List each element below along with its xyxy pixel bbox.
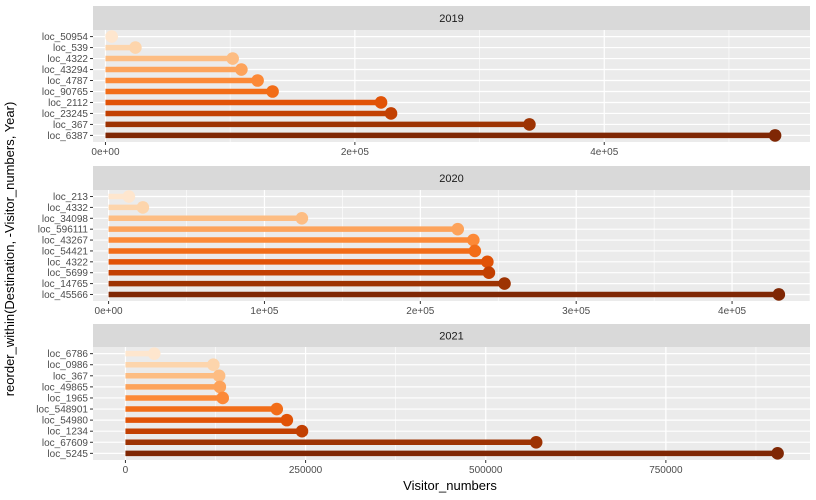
lollipop-point [468,244,482,258]
y-tick-label: loc_0986 [47,360,88,371]
facet-strip [93,6,810,30]
facet-title: 2020 [439,173,463,185]
lollipop-point [768,129,782,142]
x-tick-label: 4e+05 [718,306,747,317]
y-tick-label: loc_49865 [42,382,89,393]
y-tick-label: loc_1234 [47,427,88,438]
y-tick-label: loc_596111 [38,225,89,236]
facet-strip [93,324,810,347]
lollipop-point [235,63,248,76]
lollipop-point [295,211,309,225]
y-tick-label: loc_213 [53,192,88,203]
y-tick-label: loc_4322 [47,54,88,65]
x-tick-label: 2e+05 [341,147,370,158]
lollipop-point [270,402,284,416]
lollipop-point [207,358,220,372]
y-tick-label: loc_2112 [48,98,88,109]
lollipop-point [384,107,398,120]
lollipop-point [467,233,480,247]
lollipop-point [482,266,496,280]
lollipop-point [212,369,226,383]
y-tick-label: loc_50954 [42,32,89,43]
lollipop-point [529,435,543,449]
y-tick-label: loc_4322 [47,257,88,268]
lollipop-point [523,118,536,131]
y-axis-title: reorder_within(Destination, -Visitor_num… [2,102,17,397]
lollipop-point [251,74,264,87]
y-tick-label: loc_4787 [47,76,88,87]
y-tick-label: loc_6387 [47,131,88,142]
x-tick-label: 0e+00 [91,147,120,158]
x-tick-label: 0e+00 [95,306,124,317]
lollipop-point [129,41,142,54]
y-tick-label: loc_548901 [36,405,88,416]
lollipop-point [295,424,309,438]
lollipop-point [226,52,239,65]
lollipop-point [147,347,161,360]
lollipop-point [136,201,150,214]
y-tick-label: loc_1965 [47,393,88,404]
x-axis-title: Visitor_numbers [403,478,497,493]
y-tick-label: loc_4332 [47,203,88,214]
x-tick-label: 4e+05 [590,147,619,158]
lollipop-point [280,413,294,427]
x-tick-label: 1e+05 [250,306,279,317]
facet-strip [93,166,810,190]
lollipop-point [216,391,230,405]
y-tick-label: loc_539 [53,43,88,54]
y-tick-label: loc_90765 [42,87,89,98]
lollipop-point [771,447,784,460]
y-tick-label: loc_367 [53,120,88,131]
facet-title: 2019 [439,13,463,25]
x-tick-label: 250000 [289,465,323,476]
x-tick-label: 500000 [469,465,503,476]
y-tick-label: loc_6786 [47,349,88,360]
y-tick-label: loc_367 [53,371,88,382]
lollipop-point [213,380,227,394]
lollipop-point [105,30,119,43]
y-tick-label: loc_43267 [42,236,89,247]
lollipop-point [122,190,136,203]
x-tick-label: 3e+05 [562,306,591,317]
lollipop-point [266,85,279,98]
y-tick-label: loc_67609 [42,438,89,449]
y-tick-label: loc_45566 [42,290,89,301]
lollipop-point [498,277,511,290]
y-tick-label: loc_5699 [47,268,88,279]
facet-title: 2021 [439,331,463,343]
y-tick-label: loc_23245 [42,109,89,120]
y-tick-label: loc_34098 [42,214,89,225]
y-tick-label: loc_54421 [42,246,89,257]
x-tick-label: 0 [123,465,129,476]
y-tick-label: loc_54980 [42,416,89,427]
lollipop-point [451,222,465,236]
x-tick-label: 2e+05 [406,306,435,317]
x-tick-label: 750000 [649,465,683,476]
y-tick-label: loc_43294 [42,65,89,76]
lollipop-point [481,255,494,269]
lollipop-point [772,288,786,301]
y-tick-label: loc_14765 [42,279,89,290]
lollipop-point [374,96,388,109]
y-tick-label: loc_5245 [47,449,88,460]
